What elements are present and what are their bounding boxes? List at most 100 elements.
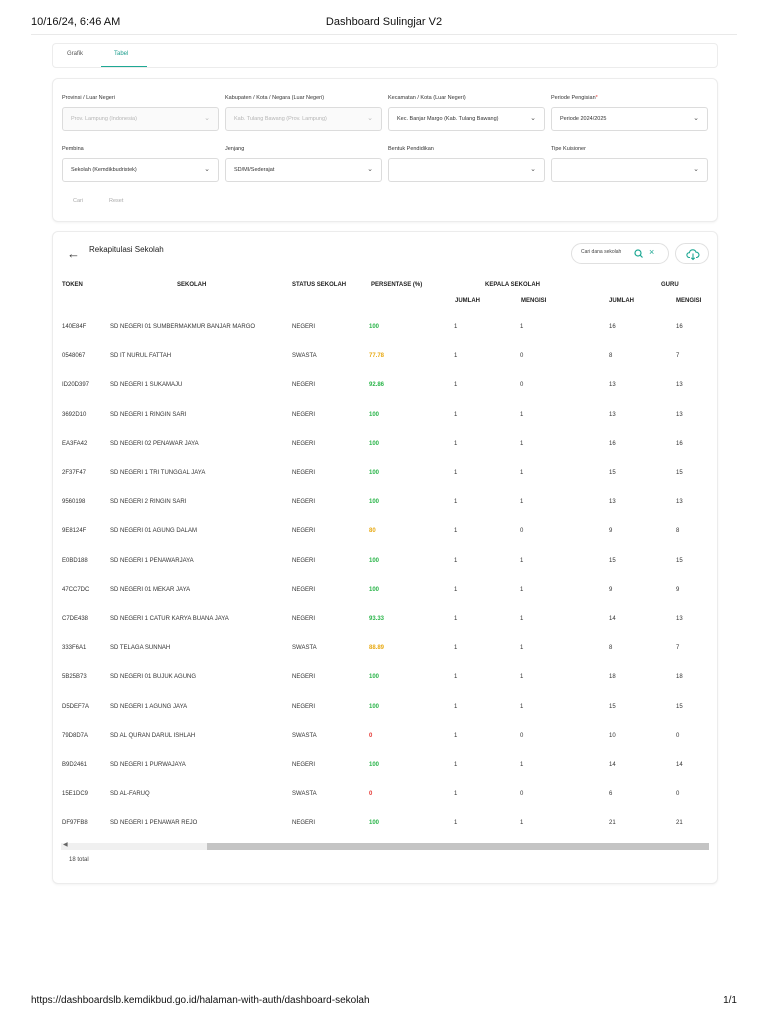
close-icon[interactable]: × xyxy=(649,247,655,257)
back-arrow-icon[interactable]: ← xyxy=(67,246,80,261)
horizontal-scrollbar[interactable]: ◀ xyxy=(61,842,709,850)
cell-sekolah: SD NEGERI 01 AGUNG DALAM xyxy=(110,528,198,535)
cell-ks-jumlah: 1 xyxy=(454,440,458,447)
cell-ks-jumlah: 1 xyxy=(454,353,458,360)
cell-sekolah: SD NEGERI 01 BUJUK AGUNG xyxy=(110,674,197,681)
cell-sekolah: SD NEGERI 1 RINGIN SARI xyxy=(110,411,187,418)
cell-guru-jumlah: 15 xyxy=(609,557,616,564)
cell-status: NEGERI xyxy=(292,499,316,506)
pembina-value: Sekolah (Kemdikbudristek) xyxy=(71,167,137,173)
cell-guru-jumlah: 13 xyxy=(609,499,616,506)
cell-guru-mengisi: 15 xyxy=(676,557,683,564)
cell-guru-mengisi: 16 xyxy=(676,324,683,330)
cell-token: EA3FA42 xyxy=(62,440,88,447)
cell-ks-jumlah: 1 xyxy=(454,732,458,739)
section-title: Rekapitulasi Sekolah xyxy=(89,245,164,254)
cell-sekolah: SD NEGERI 02 PENAWAR JAYA xyxy=(110,440,199,447)
col-header-ks-mengisi: MENGISI xyxy=(521,298,547,304)
cell-guru-jumlah: 14 xyxy=(609,762,616,768)
table-row: 9E8124F SD NEGERI 01 AGUNG DALAM NEGERI 80 1… xyxy=(53,518,717,547)
cell-sekolah: SD NEGERI 01 MEKAR JAYA xyxy=(110,586,191,593)
required-mark: * xyxy=(595,95,598,101)
cell-ks-jumlah: 1 xyxy=(454,703,458,710)
cari-button[interactable]: Cari xyxy=(73,198,84,204)
table-row: D5DEF7A SD NEGERI 1 AGUNG JAYA NEGERI 100 1 1… xyxy=(53,694,717,723)
table-row: 140E84F SD NEGERI 01 SUMBERMAKMUR BANJAR … xyxy=(53,314,717,343)
cell-token: 47CC7DC xyxy=(62,586,90,593)
table-row: 79D8D7A SD AL QURAN DARUL ISHLAH SWASTA 0 1 0… xyxy=(53,723,717,752)
jenjang-select[interactable]: SD/MI/Sederajat ⌄ xyxy=(225,158,382,182)
cell-ks-jumlah: 1 xyxy=(454,382,458,389)
cell-sekolah: SD AL QURAN DARUL ISHLAH xyxy=(110,732,196,739)
cell-ks-mengisi: 0 xyxy=(520,353,524,360)
cell-status: NEGERI xyxy=(292,557,316,564)
cell-ks-mengisi: 1 xyxy=(520,499,524,506)
cell-sekolah: SD NEGERI 1 PENAWAR REJO xyxy=(110,820,198,827)
col-header-ks-jumlah: JUMLAH xyxy=(455,298,480,304)
tab-tabel[interactable]: Tabel xyxy=(114,51,129,57)
cell-ks-mengisi: 1 xyxy=(520,674,524,681)
provinsi-select[interactable]: Prov. Lampung (Indonesia) ⌄ xyxy=(62,107,219,131)
pembina-select[interactable]: Sekolah (Kemdikbudristek) ⌄ xyxy=(62,158,219,182)
cell-persentase: 100 xyxy=(369,820,380,827)
cell-ks-jumlah: 1 xyxy=(454,411,458,418)
tab-grafik[interactable]: Grafik xyxy=(67,51,84,57)
cell-guru-jumlah: 14 xyxy=(609,616,616,622)
cell-token: C7DE438 xyxy=(62,616,89,622)
cell-status: NEGERI xyxy=(292,528,316,535)
cell-guru-mengisi: 14 xyxy=(676,762,683,768)
cell-persentase: 100 xyxy=(369,557,380,564)
search-input[interactable] xyxy=(581,249,633,255)
cell-persentase: 88.89 xyxy=(369,645,385,652)
cell-ks-mengisi: 1 xyxy=(520,586,524,593)
col-header-guru-mengisi: MENGISI xyxy=(676,298,702,304)
table-row: 47CC7DC SD NEGERI 01 MEKAR JAYA NEGERI 100 1… xyxy=(53,577,717,606)
cell-guru-jumlah: 16 xyxy=(609,440,616,447)
bentuk-select[interactable]: ⌄ xyxy=(388,158,545,182)
chevron-down-icon: ⌄ xyxy=(693,115,699,122)
cell-ks-mengisi: 1 xyxy=(520,324,524,330)
cell-guru-mengisi: 13 xyxy=(676,499,683,506)
cell-ks-jumlah: 1 xyxy=(454,762,458,768)
kecamatan-select[interactable]: Kec. Banjar Margo (Kab. Tulang Bawang) ⌄ xyxy=(388,107,545,131)
cell-ks-jumlah: 1 xyxy=(454,557,458,564)
cell-sekolah: SD AL-FARUQ xyxy=(110,791,150,798)
print-header: 10/16/24, 6:46 AM Dashboard Sulingjar V2 xyxy=(31,16,737,35)
cell-ks-jumlah: 1 xyxy=(454,499,458,506)
periode-select[interactable]: Periode 2024/2025 ⌄ xyxy=(551,107,708,131)
cell-token: 0548067 xyxy=(62,353,86,360)
col-header-guru: GURU xyxy=(661,282,679,288)
tipe-select[interactable]: ⌄ xyxy=(551,158,708,182)
cell-guru-jumlah: 13 xyxy=(609,382,616,389)
cell-ks-jumlah: 1 xyxy=(454,324,458,330)
table-row: E0BD188 SD NEGERI 1 PENAWARJAYA NEGERI 100 1… xyxy=(53,548,717,577)
cell-ks-jumlah: 1 xyxy=(454,820,458,827)
cell-persentase: 92.86 xyxy=(369,382,385,389)
col-header-status: STATUS SEKOLAH xyxy=(292,282,347,288)
download-button[interactable] xyxy=(675,243,709,264)
chevron-down-icon: ⌄ xyxy=(530,115,536,122)
cell-guru-jumlah: 21 xyxy=(609,820,616,827)
cell-ks-jumlah: 1 xyxy=(454,645,458,652)
header-divider xyxy=(31,34,737,35)
table-row: DF97FB8 SD NEGERI 1 PENAWAR REJO NEGERI 100… xyxy=(53,810,717,839)
cell-status: NEGERI xyxy=(292,674,316,681)
search-icon[interactable] xyxy=(632,247,646,261)
cell-token: 9560198 xyxy=(62,499,86,506)
kabupaten-label: Kabupaten / Kota / Negara (Luar Negeri) xyxy=(225,95,325,101)
kabupaten-value: Kab. Tulang Bawang (Prov. Lampung) xyxy=(234,116,327,122)
scroll-left-icon[interactable]: ◀ xyxy=(63,842,68,848)
cell-persentase: 100 xyxy=(369,586,380,593)
cell-ks-mengisi: 1 xyxy=(520,616,524,622)
cell-sekolah: SD NEGERI 1 TRI TUNGGAL JAYA xyxy=(110,470,206,476)
cell-ks-jumlah: 1 xyxy=(454,791,458,798)
pembina-label: Pembina xyxy=(62,146,84,152)
cell-status: SWASTA xyxy=(292,791,317,798)
cell-sekolah: SD NEGERI 1 AGUNG JAYA xyxy=(110,703,188,710)
cell-persentase: 100 xyxy=(369,703,380,710)
reset-button[interactable]: Reset xyxy=(109,198,124,204)
cell-token: 140E84F xyxy=(62,324,87,330)
kabupaten-select[interactable]: Kab. Tulang Bawang (Prov. Lampung) ⌄ xyxy=(225,107,382,131)
scrollbar-thumb[interactable] xyxy=(207,843,709,850)
chevron-down-icon: ⌄ xyxy=(530,166,536,173)
